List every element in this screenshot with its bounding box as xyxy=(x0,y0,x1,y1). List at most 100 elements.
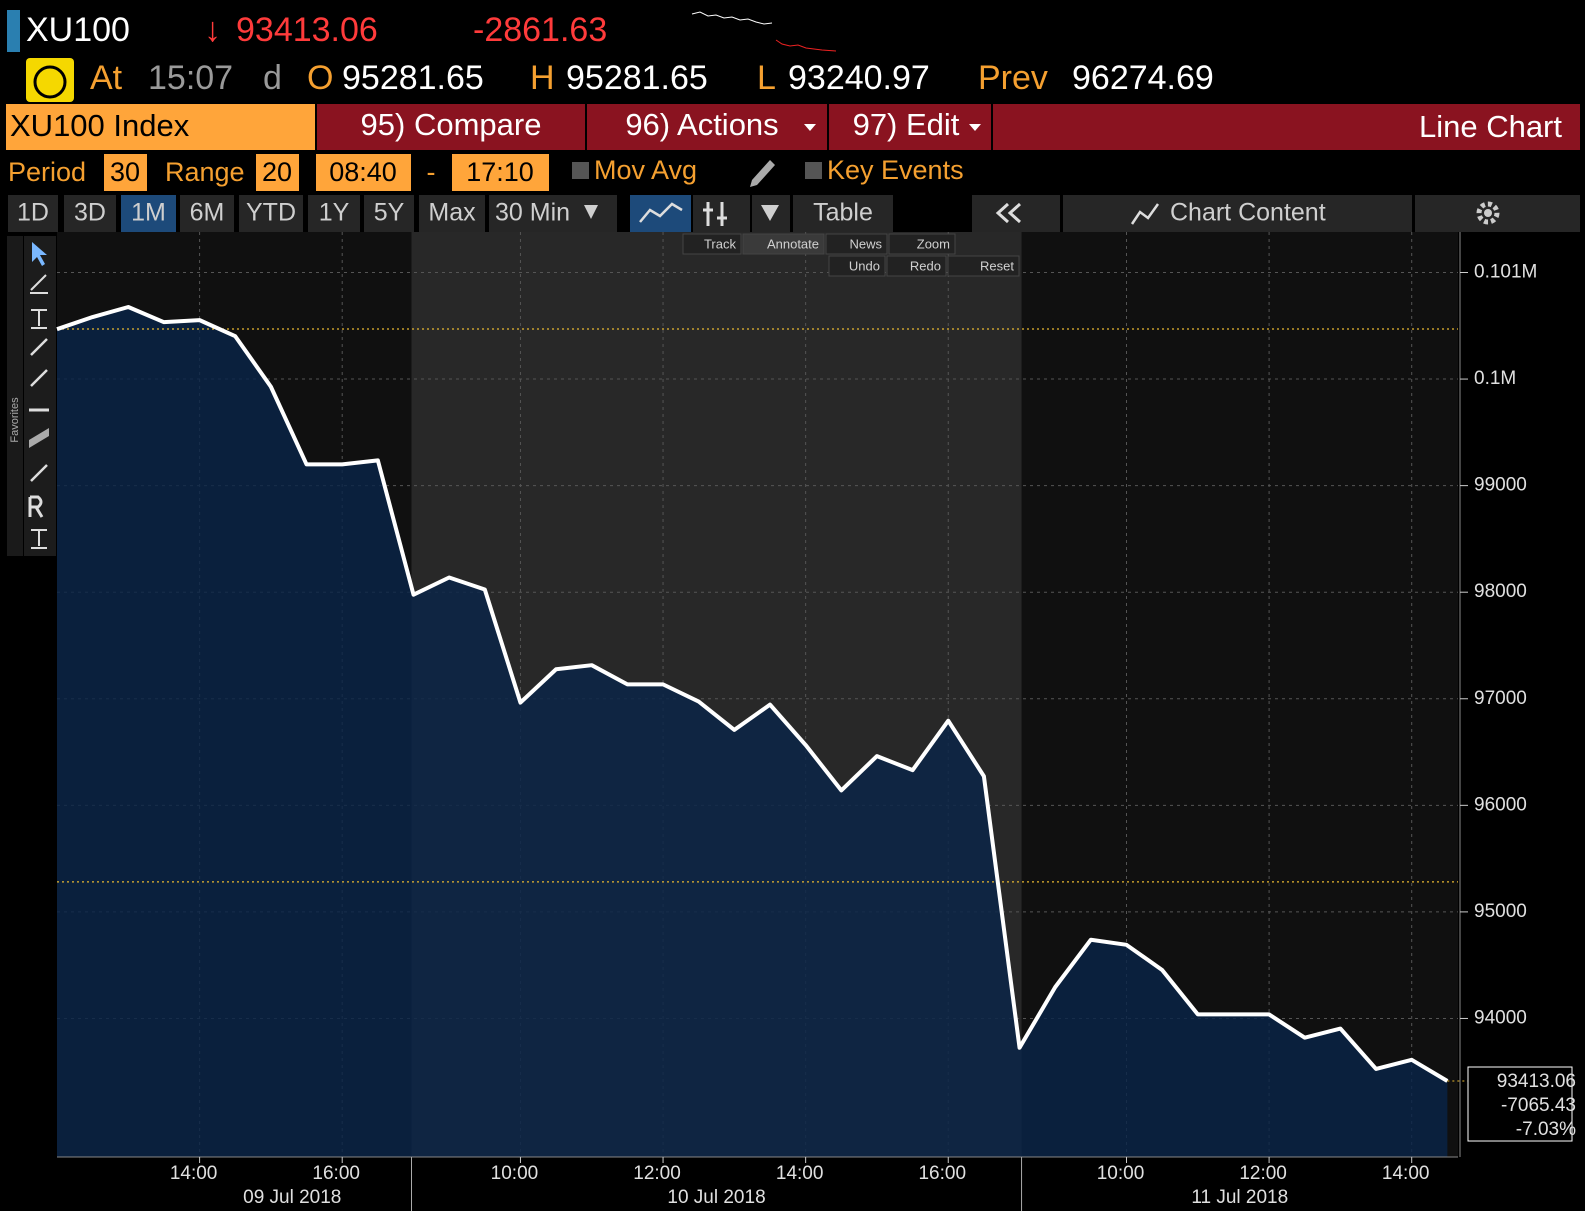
prev: 96274.69 xyxy=(1072,59,1214,97)
chart-tool-button[interactable] xyxy=(828,255,886,277)
compare[interactable]: 95) Compare xyxy=(361,107,542,142)
dropdown-caret xyxy=(804,124,816,131)
favorites-label[interactable]: Favorites xyxy=(9,397,21,443)
end-time[interactable]: 17:10 xyxy=(466,157,534,187)
chart-tool-label[interactable]: Redo xyxy=(910,258,941,273)
key-events[interactable]: Key Events xyxy=(827,155,964,185)
channel-tool[interactable] xyxy=(29,428,49,448)
period[interactable]: 30 xyxy=(110,157,140,187)
fib-tool[interactable] xyxy=(30,464,48,482)
currency-tool[interactable] xyxy=(31,529,47,549)
low: 93240.97 xyxy=(788,59,930,97)
bar-chart-icon xyxy=(703,202,727,226)
interval[interactable]: 30 Min xyxy=(495,199,570,227)
favorites-strip[interactable] xyxy=(7,236,23,556)
period-tab[interactable] xyxy=(64,195,116,232)
y-tick-label: 97000 xyxy=(1474,688,1527,709)
chart-tool-label[interactable]: Reset xyxy=(980,258,1014,273)
chart-content-icon xyxy=(1130,203,1160,225)
y-tick-label: 98000 xyxy=(1474,581,1527,602)
chart-tool-label[interactable]: Undo xyxy=(849,258,880,273)
y-tick-label: 96000 xyxy=(1474,794,1527,815)
pointer-tool[interactable] xyxy=(32,242,47,266)
period-tab-label[interactable]: Max xyxy=(428,199,476,227)
period-label: Period xyxy=(8,157,86,187)
gear-hub xyxy=(1484,209,1492,217)
regression-tool[interactable] xyxy=(28,495,44,518)
period-tab[interactable] xyxy=(364,195,414,232)
chart-tool-button[interactable] xyxy=(886,255,947,277)
x-tick-label: 10:00 xyxy=(491,1163,539,1184)
range-label: Range xyxy=(165,157,245,187)
period-tab-label[interactable]: 5Y xyxy=(374,199,405,227)
pencil-icon[interactable] xyxy=(750,160,775,187)
date-label: 10 Jul 2018 xyxy=(667,1187,765,1208)
period-tab-label[interactable]: 3D xyxy=(74,199,106,227)
draw-tool[interactable] xyxy=(30,274,48,294)
start-box[interactable] xyxy=(316,154,411,191)
x-tick-label: 16:00 xyxy=(918,1163,966,1184)
collapse-button[interactable] xyxy=(972,195,1060,232)
interval-tab[interactable] xyxy=(489,195,617,232)
line-chart-tab[interactable] xyxy=(630,195,691,232)
period-tab-label[interactable]: 6M xyxy=(190,199,225,227)
period-tab[interactable] xyxy=(121,195,176,232)
percent-tool[interactable] xyxy=(31,309,47,329)
period-tab-label[interactable]: YTD xyxy=(246,199,296,227)
period-box[interactable] xyxy=(104,154,147,191)
compare-button[interactable] xyxy=(317,104,585,150)
end-box[interactable] xyxy=(452,154,549,191)
sparkline-today xyxy=(775,39,837,52)
line-tool[interactable] xyxy=(30,338,48,356)
chart-tool-label[interactable]: Zoom xyxy=(917,236,950,251)
chart-tool-label[interactable]: Annotate xyxy=(767,236,819,251)
checkbox[interactable] xyxy=(572,162,589,179)
x-tick-label: 14:00 xyxy=(776,1163,824,1184)
gauge-icon xyxy=(26,58,74,102)
range-box[interactable] xyxy=(256,154,299,191)
open: 95281.65 xyxy=(342,59,484,97)
area-fill xyxy=(57,307,1448,1157)
period-tab[interactable] xyxy=(8,195,58,232)
table[interactable]: Table xyxy=(813,199,873,227)
checkbox[interactable] xyxy=(805,162,822,179)
edit-button[interactable] xyxy=(829,104,991,150)
y-axis-bg xyxy=(1458,232,1585,1211)
dropdown-caret xyxy=(584,205,598,219)
period-tab-label[interactable]: 1M xyxy=(131,199,166,227)
chart-tool-label[interactable]: News xyxy=(849,236,882,251)
edit[interactable]: 97) Edit xyxy=(853,107,960,142)
start-time[interactable]: 08:40 xyxy=(329,157,397,187)
security-box[interactable] xyxy=(6,104,315,150)
at-label: At xyxy=(90,59,123,97)
chart-content-tab[interactable] xyxy=(1063,195,1412,232)
low-label: L xyxy=(757,59,776,97)
period-tab[interactable] xyxy=(308,195,360,232)
period-tab[interactable] xyxy=(419,195,485,232)
last-price: 93413.06 xyxy=(236,11,378,49)
y-tick-label: 99000 xyxy=(1474,475,1527,496)
last-value-label: 93413.06 xyxy=(1497,1071,1576,1092)
ticker-marker xyxy=(7,10,20,52)
range[interactable]: 20 xyxy=(262,157,292,187)
chart-tool-button[interactable] xyxy=(682,233,742,255)
period-tab[interactable] xyxy=(239,195,303,232)
ray-tool[interactable] xyxy=(30,369,48,387)
chart-tool-button[interactable] xyxy=(742,233,825,255)
chart-tool-label[interactable]: Track xyxy=(704,236,737,251)
period-tab[interactable] xyxy=(180,195,234,232)
security[interactable]: XU100 Index xyxy=(10,108,190,143)
chart-tool-button[interactable] xyxy=(888,233,956,255)
chart-content[interactable]: Chart Content xyxy=(1170,199,1326,227)
mov-avg[interactable]: Mov Avg xyxy=(594,155,697,185)
actions-button[interactable] xyxy=(587,104,827,150)
chart-tool-button[interactable] xyxy=(947,255,1020,277)
y-tick-label: 0.101M xyxy=(1474,262,1537,283)
x-tick-label: 14:00 xyxy=(1382,1163,1430,1184)
chart-tool-button[interactable] xyxy=(825,233,888,255)
period-tab-label[interactable]: 1D xyxy=(17,199,49,227)
actions[interactable]: 96) Actions xyxy=(625,107,778,142)
period-tab-label[interactable]: 1Y xyxy=(319,199,350,227)
table-tab[interactable] xyxy=(793,195,893,232)
x-tick-label: 12:00 xyxy=(1239,1163,1287,1184)
